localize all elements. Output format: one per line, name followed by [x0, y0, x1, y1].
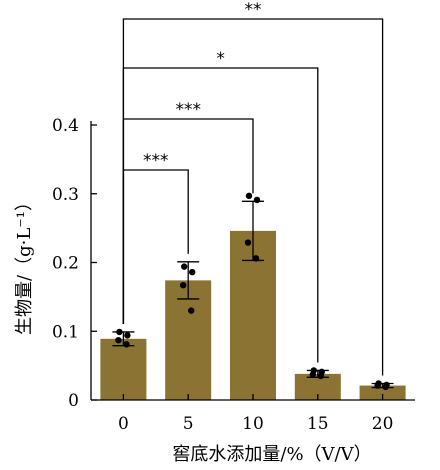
- x-tick-label: 15: [307, 414, 329, 434]
- bars-layer: [100, 230, 406, 400]
- x-tick-label: 10: [242, 414, 264, 434]
- x-tick-label: 20: [372, 414, 394, 434]
- y-tick-label: 0.1: [52, 322, 79, 342]
- y-tick-label: 0.3: [52, 185, 79, 205]
- significance-layer: *********: [122, 0, 384, 376]
- data-point: [374, 382, 381, 389]
- bar-0: [100, 338, 147, 400]
- y-tick-label: 0.4: [52, 116, 79, 136]
- data-point: [116, 328, 123, 336]
- data-point: [245, 192, 253, 200]
- data-point: [188, 307, 195, 314]
- data-point: [309, 371, 316, 378]
- bar-5: [165, 280, 212, 400]
- y-axis-title: 生物量/（g·L⁻¹）: [14, 193, 35, 335]
- points-layer: [115, 192, 390, 391]
- data-point: [180, 281, 187, 289]
- data-point: [124, 332, 131, 339]
- data-point: [382, 383, 389, 391]
- data-point: [181, 263, 188, 270]
- significance-bracket: [122, 67, 319, 363]
- error-bars-layer: [112, 200, 394, 389]
- data-point: [244, 239, 252, 246]
- data-point: [189, 268, 196, 276]
- significance-label: ***: [143, 151, 169, 171]
- data-point: [253, 196, 261, 204]
- bar-20: [359, 385, 406, 400]
- data-point: [115, 336, 122, 344]
- significance-bracket: [122, 18, 384, 376]
- significance-label: *: [216, 49, 225, 69]
- x-tick-label: 0: [118, 414, 129, 434]
- axes-layer: 0 0.1 0.2 0.3 0.4 0 5 10 15 20: [52, 116, 415, 434]
- significance-label: ***: [175, 100, 201, 120]
- y-tick-label: 0.2: [52, 254, 79, 274]
- data-point: [317, 372, 324, 380]
- x-tick-label: 5: [183, 414, 194, 434]
- data-point: [252, 255, 260, 262]
- x-axis-title: 窖底水添加量/%（V/V）: [172, 444, 371, 465]
- y-tick-label: 0: [68, 391, 79, 411]
- data-point: [123, 341, 130, 348]
- significance-label: **: [245, 0, 262, 20]
